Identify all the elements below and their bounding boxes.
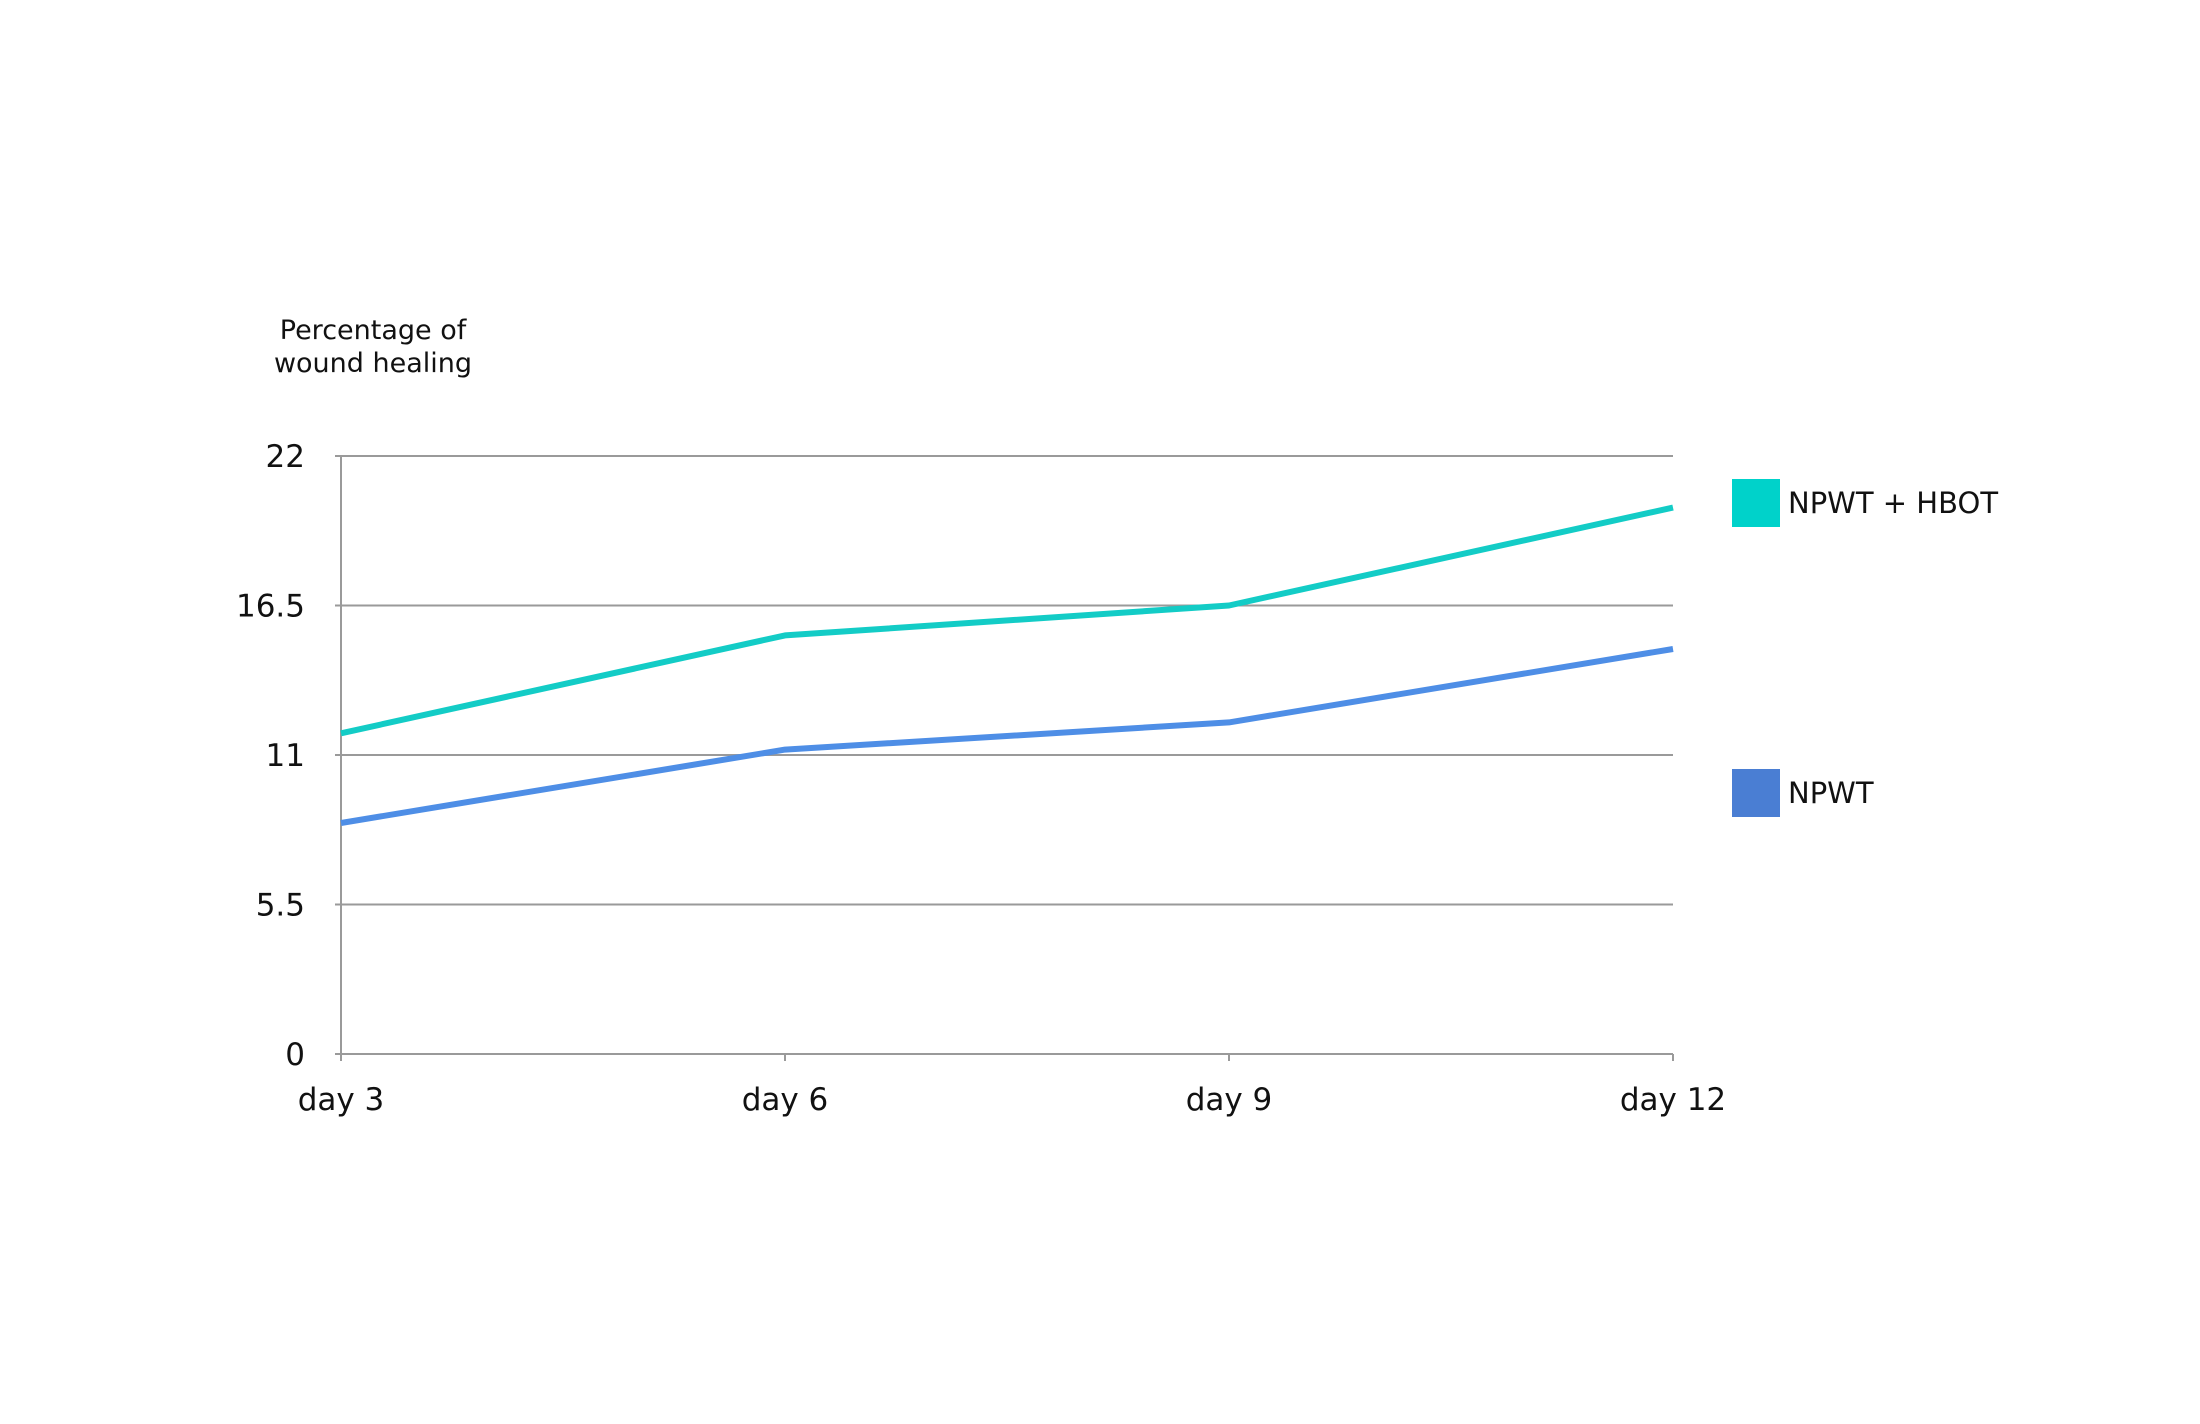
legend: NPWT + HBOT NPWT [1732, 479, 1998, 817]
y-tick-label: 16.5 [236, 589, 305, 625]
x-tick-label: day 6 [742, 1082, 829, 1118]
x-tick-label: day 3 [298, 1082, 385, 1118]
legend-label: NPWT [1788, 776, 1874, 810]
axes [335, 456, 1674, 1061]
y-axis-title: Percentage of wound healing [274, 315, 472, 379]
y-tick-label: 22 [266, 439, 305, 475]
y-tick-label: 0 [285, 1037, 305, 1073]
y-tick-labels: 0 5.5 11 16.5 22 [236, 439, 305, 1073]
x-tick-label: day 9 [1186, 1082, 1273, 1118]
legend-swatch [1732, 769, 1780, 817]
data-series [340, 504, 1674, 826]
legend-label: NPWT + HBOT [1788, 486, 1998, 520]
y-axis-title-line-2: wound healing [274, 348, 472, 379]
y-tick-label: 11 [266, 738, 305, 774]
legend-swatch [1732, 479, 1780, 527]
y-tick-label: 5.5 [256, 888, 305, 924]
gridlines [335, 455, 1673, 906]
legend-item: NPWT + HBOT [1732, 479, 1998, 527]
legend-item: NPWT [1732, 769, 1874, 817]
series-line-npwt [340, 646, 1674, 826]
y-axis-title-line-1: Percentage of [280, 315, 468, 346]
x-tick-label: day 12 [1620, 1082, 1726, 1118]
series-line-npwt-hbot [340, 504, 1674, 737]
x-tick-labels: day 3 day 6 day 9 day 12 [298, 1082, 1726, 1118]
